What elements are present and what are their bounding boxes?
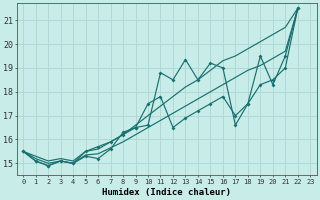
X-axis label: Humidex (Indice chaleur): Humidex (Indice chaleur) xyxy=(102,188,231,197)
